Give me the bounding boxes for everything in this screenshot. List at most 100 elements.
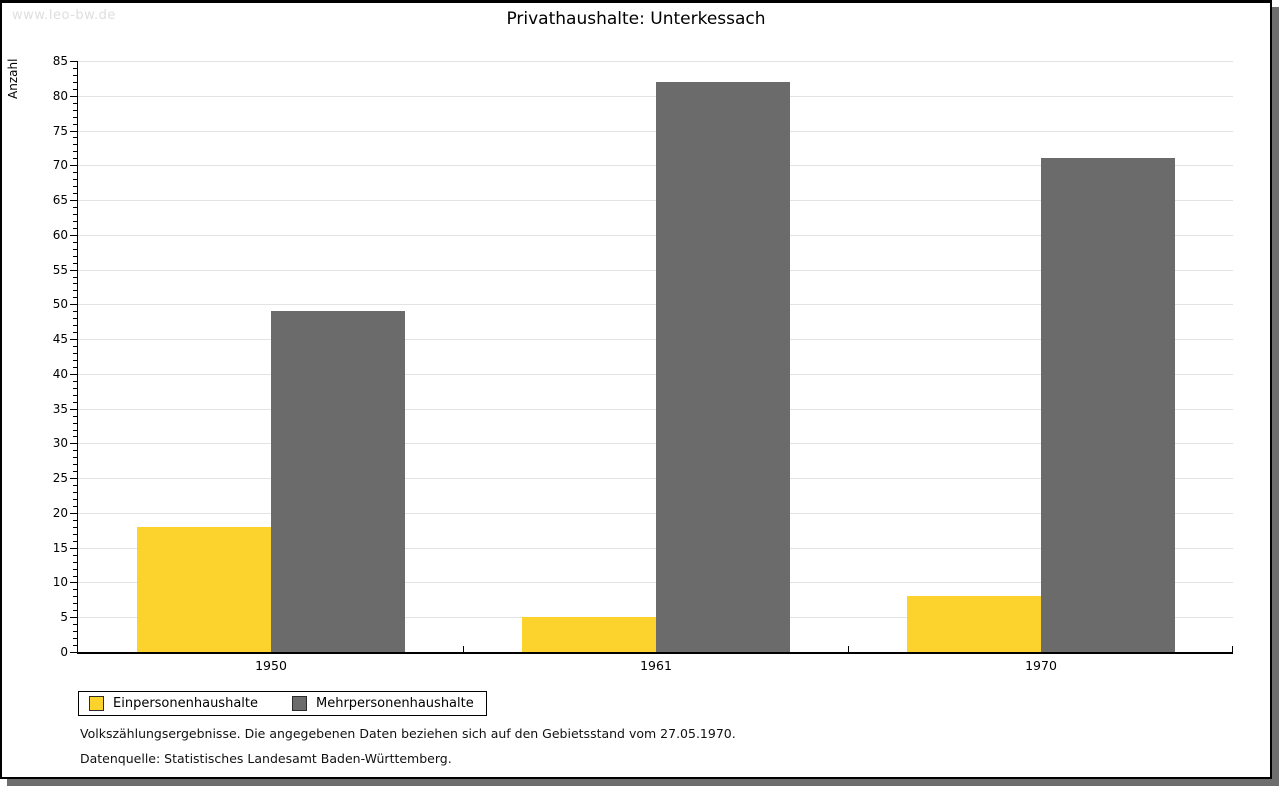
y-minor-tick-28	[73, 457, 78, 459]
legend-label: Mehrpersonenhaushalte	[316, 696, 474, 711]
gridline-35	[78, 408, 1233, 410]
y-tick-label-85: 85	[52, 54, 68, 68]
y-major-tick-40	[70, 373, 78, 375]
y-minor-tick-13	[73, 561, 78, 563]
gridline-30	[78, 443, 1233, 445]
y-minor-tick-58	[73, 248, 78, 250]
y-tick-label-60: 60	[52, 227, 68, 242]
y-minor-tick-34	[73, 415, 78, 417]
y-minor-tick-36	[73, 401, 78, 403]
y-minor-tick-31	[73, 436, 78, 438]
y-minor-tick-33	[73, 422, 78, 424]
y-tick-label-50: 50	[52, 297, 68, 312]
bar-mehrpersonenhaushalte-1970	[1041, 158, 1175, 652]
y-tick-label-65: 65	[52, 193, 68, 208]
bar-einpersonenhaushalte-1950	[137, 527, 271, 652]
y-minor-tick-24	[73, 485, 78, 487]
y-minor-tick-59	[73, 241, 78, 243]
x-category-label-1970: 1970	[1025, 658, 1057, 673]
y-major-tick-55	[70, 269, 78, 271]
gridline-70	[78, 165, 1233, 167]
legend-item-einpersonenhaushalte: Einpersonenhaushalte	[89, 696, 258, 711]
x-boundary-tick-2	[848, 646, 849, 652]
y-tick-label-40: 40	[52, 366, 68, 381]
x-boundary-tick-1	[463, 646, 464, 652]
y-minor-tick-23	[73, 492, 78, 494]
y-tick-label-45: 45	[52, 332, 68, 347]
y-minor-tick-22	[73, 499, 78, 501]
y-minor-tick-42	[73, 359, 78, 361]
y-major-tick-20	[70, 512, 78, 514]
y-minor-tick-38	[73, 387, 78, 389]
y-major-tick-5	[70, 617, 78, 619]
y-minor-tick-29	[73, 450, 78, 452]
y-tick-label-75: 75	[52, 123, 68, 138]
gridline-55	[78, 269, 1233, 271]
y-minor-tick-81	[73, 88, 78, 90]
y-tick-label-0: 0	[60, 645, 68, 659]
x-category-label-1950: 1950	[255, 658, 287, 673]
y-minor-tick-12	[73, 568, 78, 570]
y-minor-tick-37	[73, 394, 78, 396]
legend-item-mehrpersonenhaushalte: Mehrpersonenhaushalte	[292, 696, 474, 711]
y-tick-label-15: 15	[52, 540, 68, 555]
y-minor-tick-47	[73, 325, 78, 327]
y-tick-label-20: 20	[52, 505, 68, 520]
y-minor-tick-78	[73, 109, 78, 111]
y-major-tick-60	[70, 234, 78, 236]
y-minor-tick-69	[73, 172, 78, 174]
y-tick-label-5: 5	[60, 610, 68, 625]
y-minor-tick-26	[73, 471, 78, 473]
y-tick-label-25: 25	[52, 471, 68, 486]
y-minor-tick-1	[73, 645, 78, 647]
y-minor-tick-2	[73, 638, 78, 640]
y-minor-tick-44	[73, 346, 78, 348]
y-minor-tick-6	[73, 610, 78, 612]
y-minor-tick-3	[73, 631, 78, 633]
y-minor-tick-51	[73, 297, 78, 299]
x-boundary-tick-3	[1232, 646, 1233, 652]
gridline-80	[78, 95, 1233, 97]
y-minor-tick-32	[73, 429, 78, 431]
legend-label: Einpersonenhaushalte	[113, 696, 258, 711]
y-minor-tick-21	[73, 505, 78, 507]
y-tick-label-30: 30	[52, 436, 68, 451]
y-minor-tick-17	[73, 533, 78, 535]
gridline-85	[78, 61, 1233, 62]
y-minor-tick-83	[73, 74, 78, 76]
gridline-10	[78, 582, 1233, 584]
y-minor-tick-64	[73, 207, 78, 208]
y-minor-tick-14	[73, 554, 78, 556]
y-major-tick-85	[70, 61, 78, 62]
y-major-tick-15	[70, 547, 78, 549]
y-minor-tick-53	[73, 283, 78, 285]
bar-mehrpersonenhaushalte-1961	[656, 82, 790, 652]
gridline-40	[78, 373, 1233, 375]
y-minor-tick-77	[73, 116, 78, 118]
gridline-20	[78, 512, 1233, 514]
y-minor-tick-61	[73, 227, 78, 229]
y-minor-tick-9	[73, 589, 78, 591]
y-major-tick-35	[70, 408, 78, 410]
y-minor-tick-41	[73, 366, 78, 368]
bar-einpersonenhaushalte-1961	[522, 617, 656, 652]
watermark: www.leo-bw.de	[12, 8, 116, 23]
gridline-65	[78, 200, 1233, 202]
y-tick-label-35: 35	[52, 401, 68, 416]
gridline-45	[78, 339, 1233, 341]
y-minor-tick-52	[73, 290, 78, 292]
y-minor-tick-71	[73, 158, 78, 160]
bar-mehrpersonenhaushalte-1950	[271, 311, 405, 652]
footnote-gebietsstand: Volkszählungsergebnisse. Die angegebenen…	[80, 726, 736, 741]
y-minor-tick-27	[73, 464, 78, 466]
gridline-15	[78, 547, 1233, 549]
y-major-tick-65	[70, 200, 78, 202]
plot-area: 0 5 10 15 20 25 30 35 40 45 50 55 60 65 70 75 80 85 1950 19…	[53, 55, 1233, 673]
y-minor-tick-16	[73, 540, 78, 542]
y-minor-tick-43	[73, 353, 78, 355]
y-minor-tick-63	[73, 213, 78, 215]
y-minor-tick-19	[73, 519, 78, 521]
y-tick-label-80: 80	[52, 88, 68, 103]
y-minor-tick-73	[73, 144, 78, 146]
y-major-tick-75	[70, 130, 78, 132]
